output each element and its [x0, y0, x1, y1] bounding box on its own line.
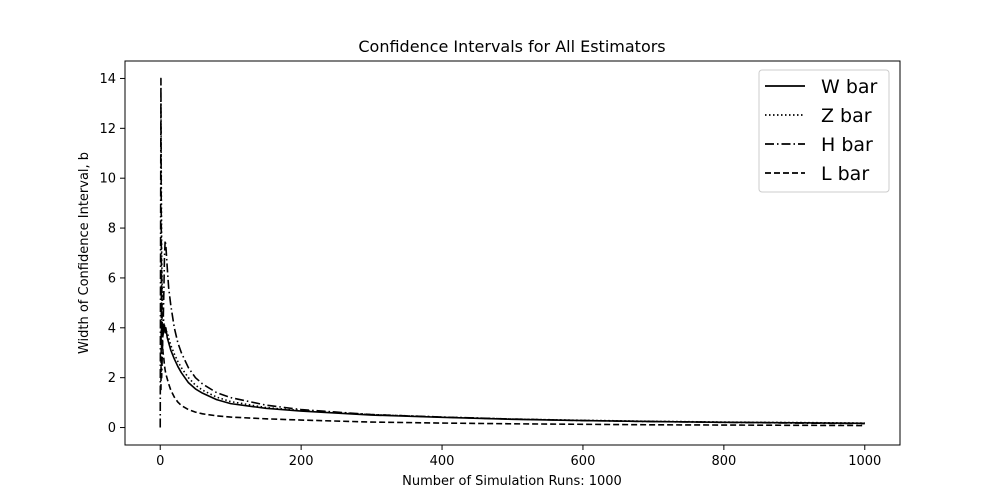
- legend: W bar Z bar H bar L bar: [758, 69, 890, 193]
- y-tick-label: 4: [108, 321, 116, 336]
- y-tick-label: 14: [99, 72, 116, 87]
- legend-label: Z bar: [821, 105, 872, 127]
- y-tick-label: 10: [99, 172, 116, 187]
- series-lines: [159, 77, 865, 428]
- y-axis-label: Width of Confidence Interval, b: [77, 152, 92, 354]
- x-tick-label: 0: [156, 454, 164, 469]
- legend-box: [758, 69, 890, 193]
- x-tick-label: 600: [571, 454, 596, 469]
- legend-label: H bar: [821, 134, 873, 156]
- series-line-h-bar: [159, 77, 865, 428]
- axes: 0 200 400 600 800 1000 0 2 4 6 8 10 12 14: [99, 60, 901, 469]
- y-tick-label: 12: [99, 122, 116, 137]
- y-tick-label: 8: [108, 222, 116, 237]
- y-tick-label: 0: [108, 421, 116, 436]
- x-tick-label: 800: [711, 454, 736, 469]
- plot-frame: [124, 60, 901, 446]
- series-line-l-bar: [160, 269, 865, 427]
- series-line-w-bar: [160, 324, 865, 425]
- legend-label: W bar: [821, 76, 878, 98]
- x-tick-label: 200: [289, 454, 314, 469]
- y-tick-label: 2: [108, 371, 116, 386]
- chart-title: Confidence Intervals for All Estimators: [358, 37, 665, 56]
- x-tick-label: 400: [430, 454, 455, 469]
- series-line-z-bar: [160, 103, 865, 424]
- legend-label: L bar: [821, 163, 869, 185]
- y-tick-label: 6: [108, 271, 116, 286]
- x-axis-label: Number of Simulation Runs: 1000: [402, 474, 622, 489]
- x-tick-label: 1000: [848, 454, 881, 469]
